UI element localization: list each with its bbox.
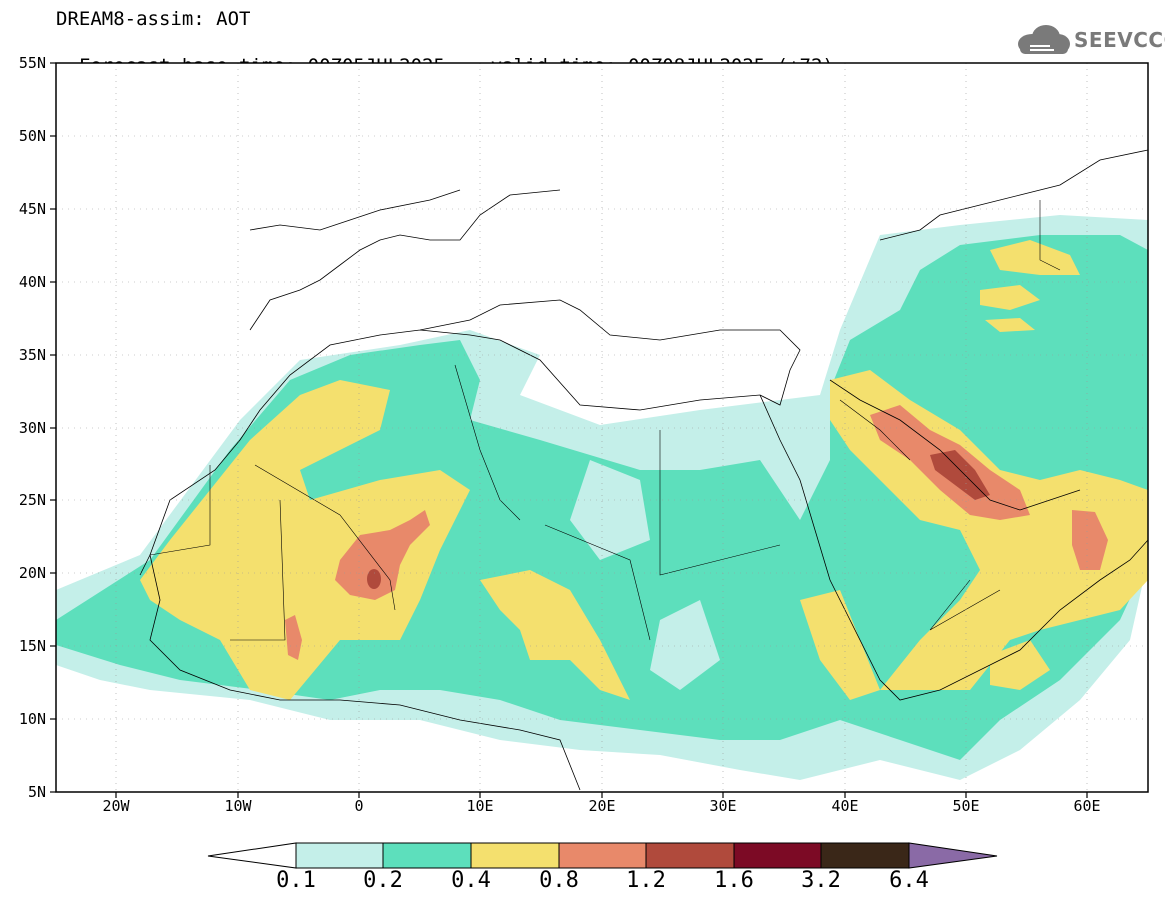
lat-label: 30N [18,419,46,437]
colorbar-bin [645,842,735,869]
colorbar-bin [382,842,472,869]
colorbar-upper-arrow [908,842,998,869]
map-title: DREAM8-assim: AOT [56,8,251,30]
lat-label: 55N [18,54,46,72]
lon-label: 0 [354,797,364,815]
lat-label: 50N [18,127,46,145]
axis-ticks [50,62,1088,798]
seevccc-logo: SEEVCCC [1016,20,1165,60]
lat-label: 45N [18,200,46,218]
lon-label: 10E [466,797,494,815]
lon-label: 60E [1073,797,1101,815]
lon-label: 40E [831,797,859,815]
lon-label: 10W [224,797,252,815]
colorbar-lower-arrow [207,842,297,869]
coastlines [139,149,1148,791]
colorbar-label: 0.2 [363,868,403,893]
lat-label: 5N [27,783,46,801]
lat-label: 20N [18,564,46,582]
colorbar-label: 0.8 [539,868,579,893]
colorbar-bin [733,842,822,869]
lon-label: 20W [102,797,130,815]
logo-text: SEEVCCC [1074,28,1165,52]
lat-label: 40N [18,273,46,291]
cloud-icon [1018,25,1070,54]
aot-1.2-1.6-area [367,450,990,589]
lat-label: 10N [18,710,46,728]
aot-0.4-0.8-area [140,240,1148,700]
colorbar-label: 0.4 [451,868,491,893]
colorbar-label: 1.2 [626,868,666,893]
colorbar-label: 3.2 [801,868,841,893]
lat-label: 35N [18,346,46,364]
aot-field [56,63,1148,792]
lat-label: 25N [18,491,46,509]
country-borders [149,200,1061,641]
colorbar-bin [820,842,910,869]
lon-label: 50E [952,797,980,815]
colorbar-label: 0.1 [276,868,316,893]
graticule [56,63,1148,792]
lat-label: 15N [18,637,46,655]
colorbar-bin [470,842,560,869]
colorbar-bin [558,842,647,869]
lon-label: 30E [709,797,737,815]
lon-label: 20E [588,797,616,815]
colorbar-bin [295,842,384,869]
colorbar [207,842,998,869]
colorbar-label: 6.4 [889,868,929,893]
colorbar-label: 1.6 [714,868,754,893]
